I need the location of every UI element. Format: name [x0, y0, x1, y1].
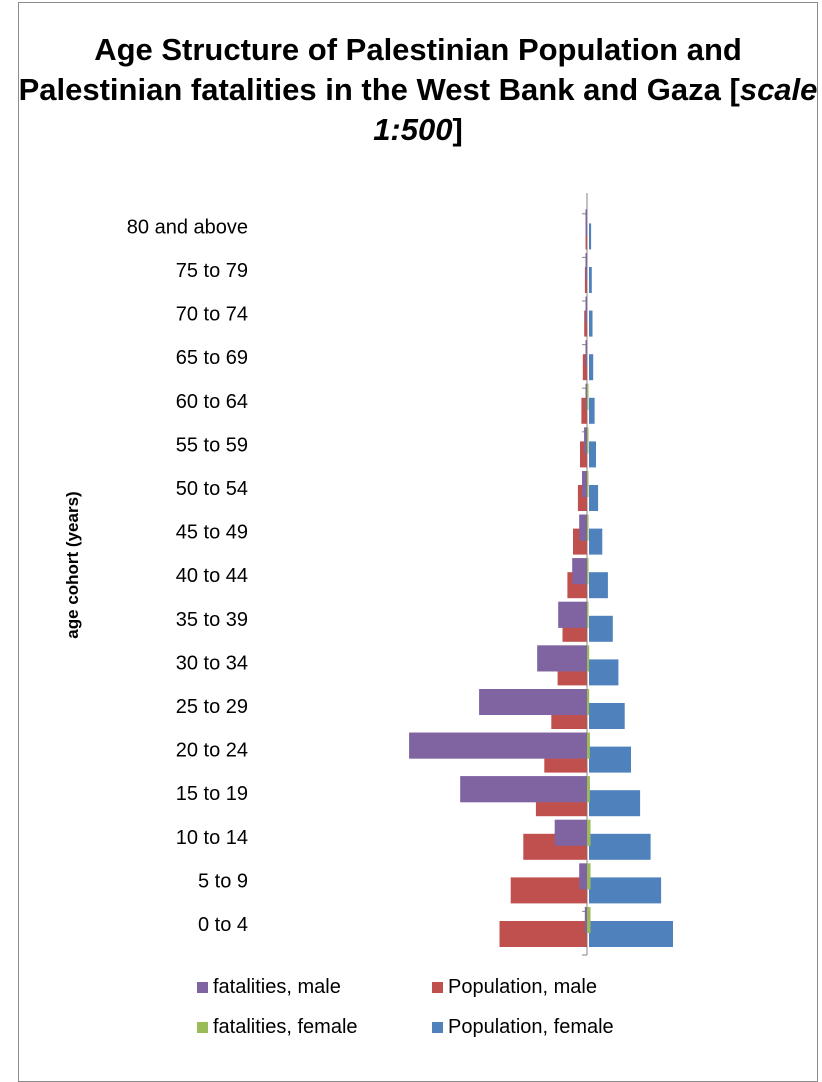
bar-overlay-fatalities-female-11 [587, 427, 589, 454]
bar-overlay-fatalities-male-13 [585, 340, 587, 367]
bar-overlay-fatalities-male-8 [572, 558, 587, 585]
bar-population-male-12 [581, 397, 587, 424]
bar-population-female-3 [589, 790, 641, 817]
y-tick-label-6: 30 to 34 [176, 652, 248, 674]
bar-overlay-fatalities-female-6 [587, 645, 590, 672]
y-tick-label-2: 10 to 14 [176, 827, 248, 849]
bar-overlay-fatalities-male-12 [585, 383, 587, 410]
legend-item-fatalities-male: fatalities, male [197, 976, 341, 999]
chart-title: Age Structure of Palestinian Population … [18, 30, 818, 150]
chart-title-main: Age Structure of Palestinian Population … [18, 32, 742, 107]
y-tick-label-15: 75 to 79 [176, 260, 248, 282]
legend-swatch [197, 1022, 208, 1033]
legend-swatch [432, 1022, 443, 1033]
legend-item-population-male: Population, male [432, 976, 597, 999]
legend-label: fatalities, male [213, 976, 341, 998]
y-tick-label-10: 50 to 54 [176, 478, 248, 500]
bar-population-male-10 [577, 485, 587, 511]
bar-overlay-fatalities-male-7 [558, 601, 587, 628]
bar-overlay-fatalities-female-5 [587, 689, 590, 715]
bar-population-male-16 [585, 223, 587, 250]
bar-population-female-8 [589, 572, 608, 599]
bar-overlay-fatalities-female-10 [587, 471, 589, 497]
bar-overlay-fatalities-female-2 [587, 819, 591, 846]
bar-overlay-fatalities-male-2 [554, 819, 587, 846]
bar-population-male-14 [584, 310, 587, 337]
y-tick-label-16: 80 and above [127, 216, 248, 238]
y-tick-label-8: 40 to 44 [176, 565, 248, 587]
bar-population-female-12 [589, 397, 595, 424]
bar-population-female-14 [589, 310, 593, 337]
y-tick-label-9: 45 to 49 [176, 522, 248, 544]
legend-label: fatalities, female [213, 1016, 358, 1038]
bar-population-female-7 [589, 615, 613, 642]
bar-overlay-fatalities-male-3 [460, 776, 587, 803]
bar-population-female-0 [589, 921, 673, 947]
bar-overlay-fatalities-male-16 [585, 209, 587, 236]
bar-overlay-fatalities-male-11 [584, 427, 587, 454]
bar-overlay-fatalities-male-4 [409, 732, 587, 759]
legend-swatch [197, 982, 208, 993]
bar-overlay-fatalities-male-5 [479, 689, 587, 715]
bar-overlay-fatalities-male-1 [579, 863, 587, 890]
bar-overlay-fatalities-female-12 [587, 383, 589, 410]
bar-population-male-1 [510, 877, 587, 904]
y-tick-label-14: 70 to 74 [176, 304, 248, 326]
y-tick-label-0: 0 to 4 [198, 914, 248, 936]
bar-population-female-16 [589, 223, 592, 250]
bar-overlay-fatalities-female-4 [587, 732, 590, 759]
y-tick-label-11: 55 to 59 [176, 434, 248, 456]
bar-overlay-fatalities-male-0 [584, 907, 587, 933]
chart-title-suffix: ] [452, 112, 463, 147]
bar-population-female-6 [589, 659, 619, 686]
bar-population-male-15 [584, 267, 587, 293]
y-tick-label-7: 35 to 39 [176, 609, 248, 631]
bar-population-female-10 [589, 485, 599, 511]
bar-overlay-fatalities-female-7 [587, 601, 589, 628]
bar-overlay-fatalities-female-8 [587, 558, 589, 585]
bar-population-male-11 [580, 441, 587, 468]
y-tick-label-13: 65 to 69 [176, 347, 248, 369]
legend-label: Population, male [448, 976, 597, 998]
bar-population-female-2 [589, 833, 651, 860]
legend-item-fatalities-female: fatalities, female [197, 1016, 358, 1039]
bar-population-female-15 [589, 267, 592, 293]
bar-population-male-0 [499, 921, 587, 947]
y-tick-label-1: 5 to 9 [198, 870, 248, 892]
bar-population-male-13 [582, 354, 587, 381]
bar-overlay-fatalities-male-10 [582, 471, 587, 497]
bar-population-female-13 [589, 354, 594, 381]
bar-population-female-1 [589, 877, 662, 904]
bar-population-female-5 [589, 703, 625, 729]
bar-overlay-fatalities-male-15 [585, 253, 587, 279]
bar-overlay-fatalities-female-1 [587, 863, 591, 890]
legend-item-population-female: Population, female [432, 1016, 614, 1039]
y-tick-label-4: 20 to 24 [176, 740, 248, 762]
y-tick-label-3: 15 to 19 [176, 783, 248, 805]
bar-population-female-9 [589, 528, 603, 555]
legend-swatch [432, 982, 443, 993]
bar-overlay-fatalities-male-9 [579, 514, 587, 541]
bar-overlay-fatalities-male-14 [585, 296, 587, 323]
bar-overlay-fatalities-female-3 [587, 776, 590, 803]
bar-overlay-fatalities-female-9 [587, 514, 589, 541]
y-tick-label-12: 60 to 64 [176, 391, 248, 413]
chart-frame [18, 2, 818, 1082]
bar-population-female-4 [589, 746, 631, 773]
bar-population-female-11 [589, 441, 596, 468]
y-tick-label-5: 25 to 29 [176, 696, 248, 718]
legend-label: Population, female [448, 1016, 614, 1038]
chart-title-scale: scale 1:500 [373, 72, 818, 147]
bar-overlay-fatalities-female-0 [587, 907, 591, 933]
bar-overlay-fatalities-male-6 [537, 645, 587, 672]
